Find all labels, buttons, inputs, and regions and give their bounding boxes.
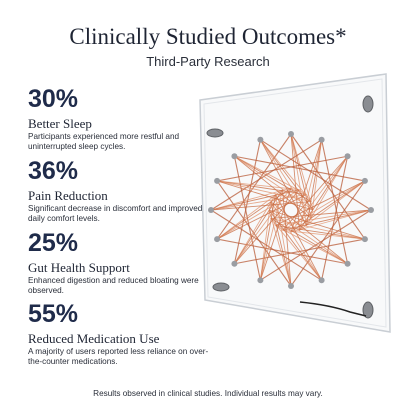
string — [275, 180, 366, 226]
stat-label: Gut Health Support — [28, 260, 130, 275]
string — [234, 189, 300, 265]
string — [290, 133, 312, 219]
string — [310, 139, 323, 219]
stat: 25% Gut Health Support Enhanced digestio… — [28, 230, 213, 296]
nail — [231, 260, 238, 267]
string — [270, 218, 348, 265]
panel-edge — [203, 78, 387, 328]
nail — [361, 177, 368, 184]
nail — [208, 207, 214, 213]
string — [275, 225, 365, 240]
string — [282, 155, 348, 231]
stat: 36% Pain Reduction Significant decrease … — [28, 158, 213, 224]
nail — [361, 236, 368, 243]
string-art — [208, 131, 374, 289]
string — [217, 180, 307, 195]
stat-value: 36% — [28, 157, 79, 185]
stat-label: Better Sleep — [28, 116, 92, 131]
string — [260, 139, 312, 202]
stat-label: Reduced Medication Use — [28, 331, 160, 346]
string — [260, 139, 312, 219]
string — [234, 194, 276, 264]
string — [260, 139, 372, 211]
string — [306, 139, 323, 226]
stat-description: Significant decrease in discomfort and i… — [28, 204, 203, 223]
stat-description: Enhanced digestion and reduced bloating … — [28, 276, 199, 295]
string — [268, 209, 292, 287]
nail — [288, 131, 294, 137]
string — [282, 209, 372, 231]
string — [217, 180, 300, 191]
string — [259, 201, 272, 281]
title: Clinically Studied Outcomes* — [69, 24, 347, 49]
nail — [318, 277, 325, 284]
string — [306, 156, 348, 226]
stat-value: 30% — [28, 85, 79, 113]
nail — [344, 153, 351, 160]
string — [234, 155, 312, 202]
footer-note: Results observed in clinical studies. In… — [93, 389, 323, 398]
stat-label: Pain Reduction — [28, 188, 108, 203]
nail — [318, 136, 325, 143]
string — [275, 225, 348, 265]
string — [259, 194, 276, 281]
stat-value: 55% — [28, 300, 79, 328]
string — [282, 229, 365, 240]
string — [290, 180, 366, 233]
nail — [344, 260, 351, 267]
standoffs — [206, 95, 374, 319]
nail — [231, 153, 238, 160]
nail — [214, 236, 221, 243]
nail — [257, 136, 264, 143]
stat-description: Participants experienced more restful an… — [28, 132, 180, 151]
string — [234, 155, 307, 195]
string — [234, 155, 366, 182]
string — [290, 133, 314, 211]
stat: 30% Better Sleep Participants experience… — [28, 86, 213, 152]
subtitle: Third-Party Research — [146, 54, 270, 69]
string — [268, 209, 322, 281]
string — [234, 155, 312, 219]
string — [270, 218, 322, 281]
string — [216, 180, 314, 211]
string — [259, 139, 307, 226]
string — [260, 139, 314, 211]
string — [210, 189, 300, 211]
string — [299, 156, 348, 231]
nail — [288, 283, 294, 289]
string — [234, 189, 283, 264]
stat: 55% Reduced Medication Use A majority of… — [28, 301, 213, 367]
nail — [214, 177, 221, 184]
nail — [257, 277, 264, 284]
string — [270, 201, 292, 287]
string — [216, 194, 307, 240]
cable — [299, 301, 367, 317]
stat-value: 25% — [28, 229, 79, 257]
nail — [368, 207, 374, 213]
stat-description: A majority of users reported less relian… — [28, 347, 209, 366]
string — [216, 187, 292, 240]
